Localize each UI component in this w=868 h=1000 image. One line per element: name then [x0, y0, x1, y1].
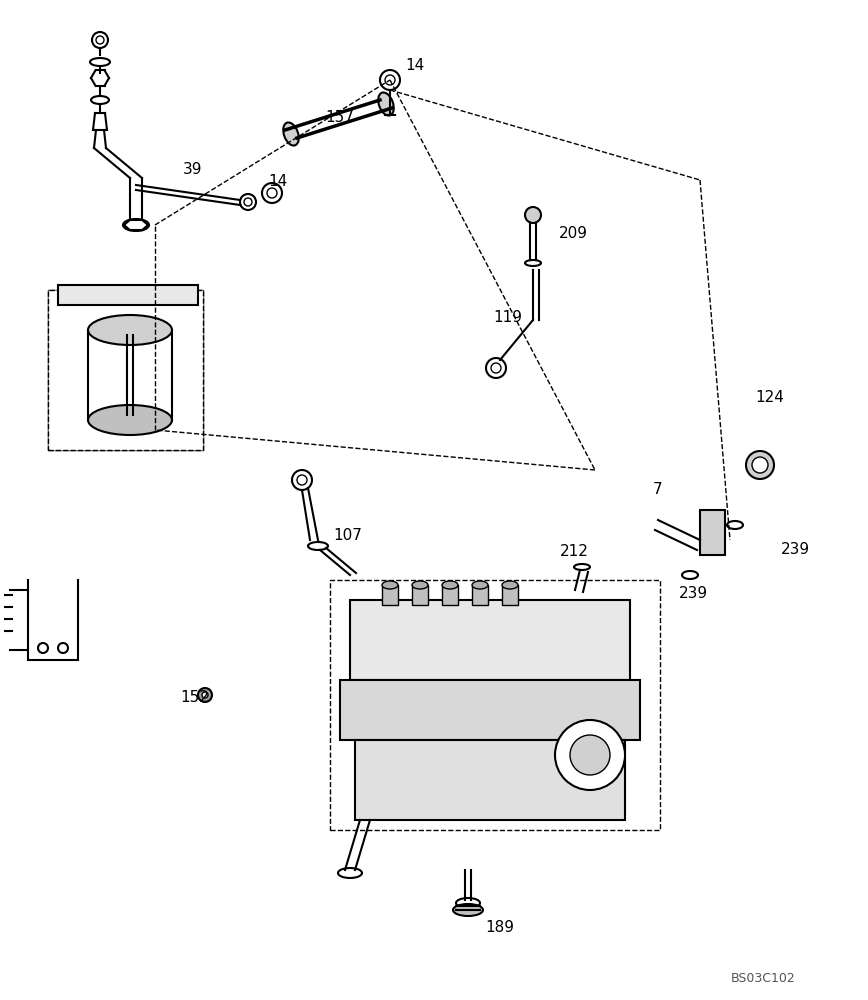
Text: 239: 239	[679, 586, 707, 601]
Circle shape	[262, 183, 282, 203]
Ellipse shape	[570, 735, 610, 775]
Circle shape	[38, 643, 48, 653]
Ellipse shape	[555, 720, 625, 790]
Ellipse shape	[91, 96, 109, 104]
Circle shape	[752, 457, 768, 473]
Circle shape	[491, 363, 501, 373]
Circle shape	[746, 451, 774, 479]
Circle shape	[385, 75, 395, 85]
Text: 14: 14	[268, 174, 287, 190]
Ellipse shape	[378, 92, 394, 116]
Ellipse shape	[502, 581, 518, 589]
Circle shape	[198, 688, 212, 702]
Text: 212: 212	[560, 544, 589, 560]
Ellipse shape	[525, 260, 541, 266]
Bar	[700, 510, 725, 555]
Text: 119: 119	[494, 310, 523, 326]
Ellipse shape	[456, 898, 480, 908]
Bar	[412, 585, 428, 605]
Circle shape	[380, 70, 400, 90]
Text: 39: 39	[183, 162, 203, 178]
Bar	[472, 585, 488, 605]
Ellipse shape	[472, 581, 488, 589]
Ellipse shape	[90, 58, 110, 66]
Text: 209: 209	[558, 226, 588, 240]
Circle shape	[240, 194, 256, 210]
Bar	[442, 585, 458, 605]
Bar	[48, 290, 203, 450]
Circle shape	[525, 207, 541, 223]
Circle shape	[58, 643, 68, 653]
Ellipse shape	[283, 122, 299, 146]
Bar	[382, 585, 398, 605]
Text: 152: 152	[181, 690, 209, 706]
Bar	[340, 680, 640, 740]
Text: 124: 124	[755, 390, 785, 406]
Ellipse shape	[88, 405, 172, 435]
Ellipse shape	[442, 581, 458, 589]
Ellipse shape	[338, 868, 362, 878]
Circle shape	[202, 692, 208, 698]
Circle shape	[96, 36, 104, 44]
Text: 157: 157	[326, 110, 354, 125]
Ellipse shape	[727, 521, 743, 529]
Bar	[48, 290, 203, 450]
Ellipse shape	[412, 581, 428, 589]
Text: 14: 14	[405, 57, 424, 73]
Bar	[350, 600, 630, 680]
Circle shape	[92, 32, 108, 48]
Bar	[355, 740, 625, 820]
Ellipse shape	[123, 219, 149, 231]
Bar	[502, 585, 518, 605]
Ellipse shape	[453, 904, 483, 916]
Text: 107: 107	[333, 528, 363, 542]
Bar	[330, 580, 660, 830]
Ellipse shape	[574, 564, 590, 570]
Circle shape	[292, 470, 312, 490]
Ellipse shape	[382, 581, 398, 589]
Circle shape	[267, 188, 277, 198]
Ellipse shape	[88, 315, 172, 345]
Ellipse shape	[308, 542, 328, 550]
Circle shape	[297, 475, 307, 485]
Text: 239: 239	[780, 542, 810, 558]
Circle shape	[244, 198, 252, 206]
Bar	[58, 285, 198, 305]
Text: 189: 189	[485, 920, 515, 936]
Text: 7: 7	[654, 483, 663, 497]
Circle shape	[486, 358, 506, 378]
Text: BS03C102: BS03C102	[730, 972, 795, 984]
Ellipse shape	[682, 571, 698, 579]
